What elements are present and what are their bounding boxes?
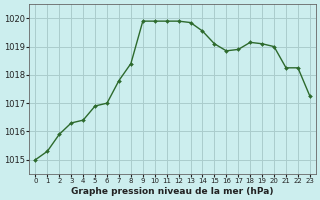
X-axis label: Graphe pression niveau de la mer (hPa): Graphe pression niveau de la mer (hPa): [71, 187, 274, 196]
